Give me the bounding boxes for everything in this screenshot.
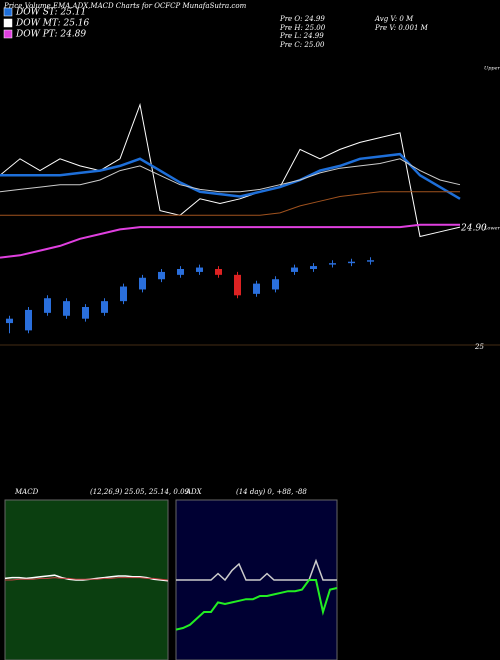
candle-body bbox=[158, 271, 165, 280]
price-label: 24.90 bbox=[460, 224, 487, 234]
candle-body bbox=[272, 279, 279, 290]
band-label: Upper bbox=[484, 66, 500, 72]
info-text: Pre L: 24.99 bbox=[279, 32, 324, 40]
candle-body bbox=[63, 301, 70, 316]
info-text: Avg V: 0 M bbox=[374, 15, 414, 23]
candle-body bbox=[367, 260, 374, 262]
info-text: Pre O: 24.99 bbox=[279, 15, 325, 23]
legend-swatch bbox=[3, 7, 13, 17]
series-line bbox=[176, 558, 337, 582]
candle-body bbox=[329, 263, 336, 265]
series-line bbox=[0, 223, 460, 259]
candle-body bbox=[6, 318, 13, 324]
candle-body bbox=[215, 269, 222, 275]
candle-body bbox=[177, 269, 184, 275]
candle-body bbox=[44, 298, 51, 313]
series-line bbox=[0, 191, 460, 216]
candle-body bbox=[101, 301, 108, 313]
candle-body bbox=[196, 267, 203, 272]
info-text: Pre C: 25.00 bbox=[279, 41, 325, 49]
series-line bbox=[5, 577, 169, 581]
series-line bbox=[0, 102, 461, 238]
series-line bbox=[0, 158, 461, 193]
info-text: Pre H: 25.00 bbox=[279, 24, 326, 32]
candle-body bbox=[348, 261, 355, 264]
page-title: Price,Volume,EMA,ADX,MACD Charts for OCF… bbox=[3, 2, 247, 10]
price-label: 25 bbox=[474, 343, 484, 351]
legend-label: DOW PT: 24.89 bbox=[15, 30, 86, 40]
candle-body bbox=[120, 286, 127, 302]
series-line bbox=[175, 579, 338, 631]
legend-label: DOW MT: 25.16 bbox=[15, 19, 90, 29]
series-line bbox=[0, 152, 461, 200]
panel-subtitle: (14 day) 0, +88, -88 bbox=[236, 488, 307, 496]
candle-body bbox=[253, 283, 260, 294]
panel-title: ADX bbox=[185, 488, 203, 496]
band-label: Lower bbox=[483, 226, 500, 232]
info-text: Pre V: 0.001 M bbox=[374, 24, 429, 32]
candle-body bbox=[82, 307, 89, 319]
legend-swatch bbox=[3, 18, 13, 28]
candle-body bbox=[291, 267, 298, 272]
candle-body bbox=[25, 309, 32, 331]
legend-label: DOW ST: 25.11 bbox=[15, 8, 86, 18]
panel-subtitle: (12,26,9) 25.05, 25.14, 0.09 bbox=[90, 488, 190, 496]
candle-body bbox=[139, 277, 146, 290]
candle-body bbox=[234, 274, 241, 296]
candle-body bbox=[310, 266, 317, 269]
legend-swatch bbox=[3, 29, 13, 39]
panel-title: MACD bbox=[14, 488, 39, 496]
